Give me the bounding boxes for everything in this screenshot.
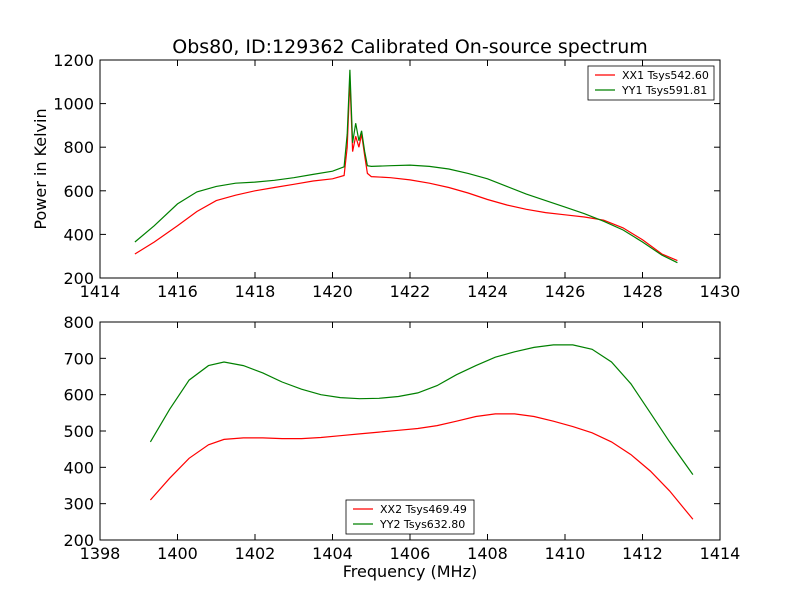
x-tick-label: 1422 [390,282,431,301]
legend-entry: YY1 Tsys591.81 [621,84,707,97]
x-tick-label: 1414 [80,282,121,301]
series-line-2-1 [149,413,694,520]
legend: XX2 Tsys469.49 YY2 Tsys632.80 [345,499,475,535]
y-tick-label: 200 [63,269,94,288]
legend-entry: XX1 Tsys542.60 [622,69,709,82]
x-tick-label: 1408 [467,544,508,563]
y-tick-label: 700 [63,349,94,368]
y-axis-label-top: Power in Kelvin [31,108,50,229]
y-tick-label: 200 [63,531,94,550]
bottom-plot: 1398 1400 1402 1404 1406 1408 1410 1412 1414 200 3… [63,313,740,563]
legend-entry: XX2 Tsys469.49 [380,503,467,516]
x-tick-label: 1426 [545,282,586,301]
y-tick-label: 500 [63,422,94,441]
legend-entry: YY2 Tsys632.80 [379,518,465,531]
y-tick-label: 1200 [53,51,94,70]
y-tick-label: 600 [63,386,94,405]
y-tick-label: 600 [63,182,94,201]
x-tick-label: 1410 [545,544,586,563]
x-tick-label: 1412 [622,544,663,563]
x-tick-label: 1398 [80,544,121,563]
y-tick-label: 400 [63,458,94,477]
x-tick-label: 1430 [700,282,741,301]
x-tick-label: 1400 [157,544,198,563]
x-tick-label: 1402 [235,544,276,563]
legend-box [345,499,475,535]
x-axis-label: Frequency (MHz) [343,562,477,581]
x-tick-label: 1404 [312,544,353,563]
y-tick-label: 800 [63,313,94,332]
series-line-1-2 [134,69,678,264]
y-tick-label: 1000 [53,95,94,114]
series-line-1-1 [134,79,678,262]
legend-box [587,65,715,101]
x-tick-label: 1418 [235,282,276,301]
legend: XX1 Tsys542.60 YY1 Tsys591.81 [587,65,715,101]
y-tick-label: 300 [63,495,94,514]
series-line-2-2 [149,344,694,475]
x-tick-label: 1424 [467,282,508,301]
x-tick-label: 1414 [700,544,741,563]
x-tick-label: 1420 [312,282,353,301]
y-tick-label: 400 [63,225,94,244]
x-tick-label: 1416 [157,282,198,301]
chart-title: Obs80, ID:129362 Calibrated On-source sp… [172,36,648,58]
top-plot: 1414 1416 1418 1420 1422 1424 1426 1428 1430 200 4… [53,51,740,301]
x-tick-label: 1406 [390,544,431,563]
y-tick-label: 800 [63,138,94,157]
x-tick-label: 1428 [622,282,663,301]
